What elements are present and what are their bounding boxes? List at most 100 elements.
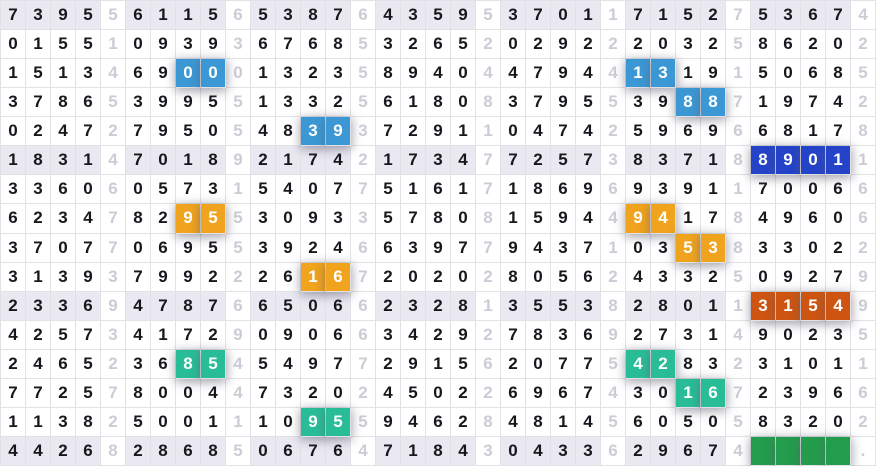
digit-cell: 2 xyxy=(226,262,251,292)
digit-cell: 9 xyxy=(701,59,726,89)
digit-cell: 7 xyxy=(501,320,526,350)
digit-cell: 7 xyxy=(351,349,376,379)
digit-cell: 9 xyxy=(276,320,301,350)
digit-cell: 4 xyxy=(726,436,751,466)
digit-cell: 9 xyxy=(176,262,201,292)
digit-cell: 7 xyxy=(276,30,301,60)
digit-cell: 9 xyxy=(526,378,551,408)
digit-cell: 8 xyxy=(101,436,126,466)
digit-cell: 5 xyxy=(851,320,876,350)
digit-cell: 9 xyxy=(76,262,101,292)
digit-cell: 8 xyxy=(126,204,151,234)
digit-cell: 4 xyxy=(1,320,26,350)
digit-cell: 1 xyxy=(51,59,76,89)
digit-cell: 9 xyxy=(151,59,176,89)
digit-cell: 0 xyxy=(676,291,701,321)
highlight-cell: 1 xyxy=(676,378,701,408)
digit-cell: 5 xyxy=(401,378,426,408)
digit-cell: 5 xyxy=(151,175,176,205)
digit-cell: 0 xyxy=(651,378,676,408)
digit-cell: 5 xyxy=(226,436,251,466)
digit-cell: 0 xyxy=(301,320,326,350)
digit-cell: 8 xyxy=(451,291,476,321)
digit-cell: 1 xyxy=(1,407,26,437)
digit-cell: 2 xyxy=(351,146,376,176)
digit-cell: 2 xyxy=(801,262,826,292)
digit-cell: 9 xyxy=(301,204,326,234)
digit-cell: 5 xyxy=(851,59,876,89)
digit-cell: 5 xyxy=(526,204,551,234)
digit-cell: 3 xyxy=(101,320,126,350)
digit-cell: 8 xyxy=(851,117,876,147)
digit-cell: 3 xyxy=(26,291,51,321)
digit-cell: 9 xyxy=(801,378,826,408)
digit-cell: 3 xyxy=(576,291,601,321)
digit-cell: 6 xyxy=(476,349,501,379)
digit-cell: 7 xyxy=(26,378,51,408)
digit-cell: 8 xyxy=(751,407,776,437)
digit-cell: 7 xyxy=(701,204,726,234)
digit-cell: 3 xyxy=(1,233,26,263)
digit-cell: 2 xyxy=(351,378,376,408)
digit-cell: 1 xyxy=(701,291,726,321)
digit-cell: . xyxy=(851,436,876,466)
digit-cell: 7 xyxy=(101,204,126,234)
highlight-cell: 6 xyxy=(701,378,726,408)
digit-cell: 9 xyxy=(276,233,301,263)
digit-cell: 3 xyxy=(426,146,451,176)
digit-cell: 3 xyxy=(1,175,26,205)
highlight-cell xyxy=(801,436,826,466)
digit-cell: 2 xyxy=(401,117,426,147)
digit-cell: 1 xyxy=(151,320,176,350)
digit-cell: 3 xyxy=(276,1,301,31)
digit-cell: 6 xyxy=(426,30,451,60)
digit-cell: 5 xyxy=(201,88,226,118)
digit-cell: 5 xyxy=(276,291,301,321)
digit-cell: 5 xyxy=(51,30,76,60)
digit-cell: 8 xyxy=(476,88,501,118)
digit-cell: 0 xyxy=(176,378,201,408)
digit-cell: 6 xyxy=(326,320,351,350)
digit-cell: 9 xyxy=(151,30,176,60)
digit-cell: 9 xyxy=(551,59,576,89)
digit-cell: 6 xyxy=(351,1,376,31)
digit-cell: 7 xyxy=(701,436,726,466)
digit-cell: 0 xyxy=(276,407,301,437)
digit-cell: 7 xyxy=(401,146,426,176)
digit-cell: 5 xyxy=(476,1,501,31)
digit-cell: 8 xyxy=(726,204,751,234)
digit-cell: 7 xyxy=(551,117,576,147)
digit-cell: 9 xyxy=(101,291,126,321)
digit-cell: 2 xyxy=(101,117,126,147)
digit-cell: 6 xyxy=(726,117,751,147)
digit-cell: 7 xyxy=(501,146,526,176)
digit-cell: 2 xyxy=(601,262,626,292)
digit-cell: 7 xyxy=(476,175,501,205)
digit-cell: 6 xyxy=(226,1,251,31)
digit-cell: 3 xyxy=(351,204,376,234)
digit-cell: 2 xyxy=(701,30,726,60)
digit-cell: 7 xyxy=(826,117,851,147)
digit-cell: 6 xyxy=(76,88,101,118)
digit-cell: 2 xyxy=(376,349,401,379)
digit-cell: 2 xyxy=(801,320,826,350)
highlight-cell: 9 xyxy=(301,407,326,437)
digit-cell: 6 xyxy=(501,378,526,408)
digit-cell: 2 xyxy=(51,378,76,408)
digit-cell: 4 xyxy=(751,204,776,234)
digit-cell: 2 xyxy=(26,320,51,350)
digit-cell: 7 xyxy=(101,233,126,263)
digit-cell: 3 xyxy=(1,262,26,292)
digit-cell: 6 xyxy=(151,349,176,379)
digit-cell: 2 xyxy=(426,320,451,350)
digit-cell: 0 xyxy=(51,233,76,263)
digit-cell: 5 xyxy=(551,291,576,321)
digit-cell: 0 xyxy=(126,233,151,263)
digit-cell: 5 xyxy=(551,262,576,292)
digit-cell: 5 xyxy=(601,407,626,437)
digit-cell: 4 xyxy=(226,378,251,408)
digit-cell: 2 xyxy=(851,233,876,263)
digit-cell: 6 xyxy=(1,204,26,234)
digit-cell: 3 xyxy=(626,378,651,408)
